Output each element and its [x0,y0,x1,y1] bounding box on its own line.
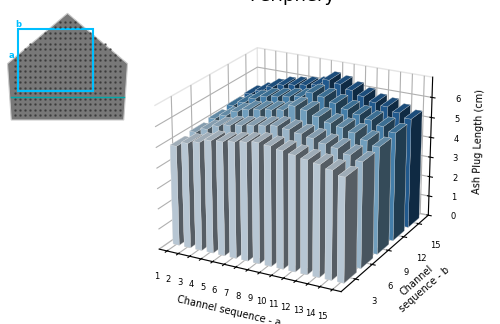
Y-axis label: Channel
sequence - b: Channel sequence - b [390,256,452,314]
Title: Periphery: Periphery [250,0,336,6]
Text: a: a [9,51,15,60]
Text: b: b [15,19,21,29]
Polygon shape [8,13,128,120]
X-axis label: Channel sequence - a: Channel sequence - a [176,295,282,324]
